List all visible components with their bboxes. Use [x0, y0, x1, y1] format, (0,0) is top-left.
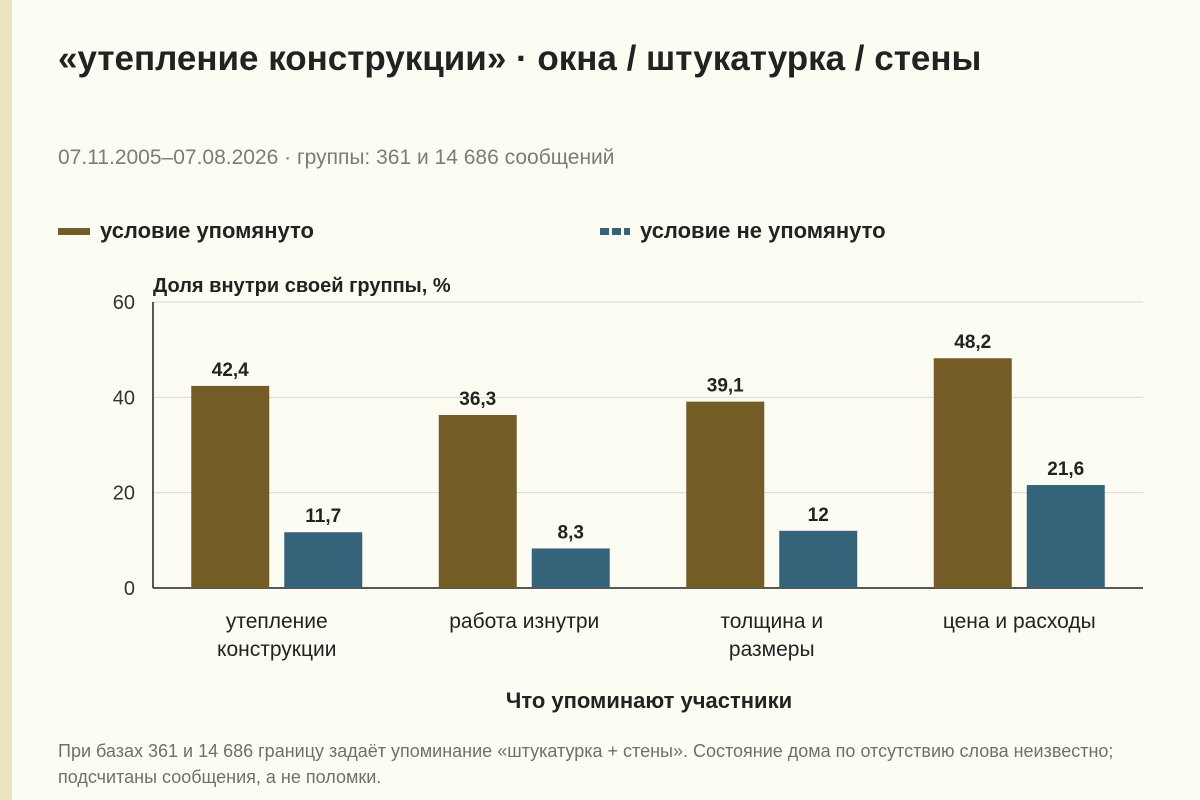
bar-value-label: 21,6 [1047, 459, 1084, 480]
bar [531, 548, 610, 588]
bar-value-label: 42,4 [212, 360, 249, 381]
bar [284, 532, 363, 588]
page-subtitle: 07.11.2005–07.08.2026 · группы: 361 и 14… [58, 146, 615, 169]
legend-label-mentioned: условие упомянуто [100, 218, 314, 243]
x-tick-label: конструкции [217, 638, 336, 661]
y-axis-title: Доля внутри своей группы, % [153, 275, 451, 297]
y-tick-label: 40 [113, 387, 135, 409]
x-tick-label: утепление [226, 610, 328, 633]
legend-label-not-mentioned: условие не упомянуто [640, 218, 886, 243]
y-tick-label: 20 [113, 483, 135, 505]
bar [686, 401, 765, 588]
bar [779, 530, 858, 588]
x-tick-label: толщина и [720, 610, 823, 633]
bar-value-label: 8,3 [558, 522, 584, 543]
bar-value-label: 11,7 [305, 506, 341, 527]
y-tick-label: 60 [113, 292, 135, 314]
y-tick-label: 0 [124, 578, 135, 600]
bar [438, 414, 517, 588]
legend-item-mentioned: условие упомянуто [58, 218, 314, 244]
bars: 42,4 11,7 36,3 8,3 39,1 12 48,2 21,6 [191, 332, 1105, 588]
x-axis-categories: утепление конструкции работа изнутри толщин… [217, 610, 1096, 661]
bar-value-label: 48,2 [954, 332, 991, 353]
y-axis-ticks: 0 20 40 60 [113, 292, 135, 600]
legend-swatch-mentioned [58, 227, 90, 235]
left-accent-strip [0, 0, 12, 800]
bar [933, 358, 1012, 588]
bar [191, 385, 270, 588]
x-tick-label: работа изнутри [449, 610, 599, 633]
legend-item-not-mentioned: условие не упомянуто [600, 218, 886, 244]
x-tick-label: цена и расходы [943, 610, 1096, 633]
x-tick-label: размеры [729, 638, 815, 661]
footnote: При базах 361 и 14 686 границу задаёт уп… [58, 741, 1114, 787]
bar-value-label: 36,3 [459, 389, 496, 410]
x-axis-title: Что упоминают участники [506, 688, 792, 713]
bar-value-label: 39,1 [707, 376, 744, 397]
bar-value-label: 12 [808, 505, 829, 526]
bar [1026, 485, 1105, 588]
legend-swatch-not-mentioned [600, 227, 630, 235]
page-title: «утепление конструкции» · окна / штукату… [58, 39, 982, 78]
